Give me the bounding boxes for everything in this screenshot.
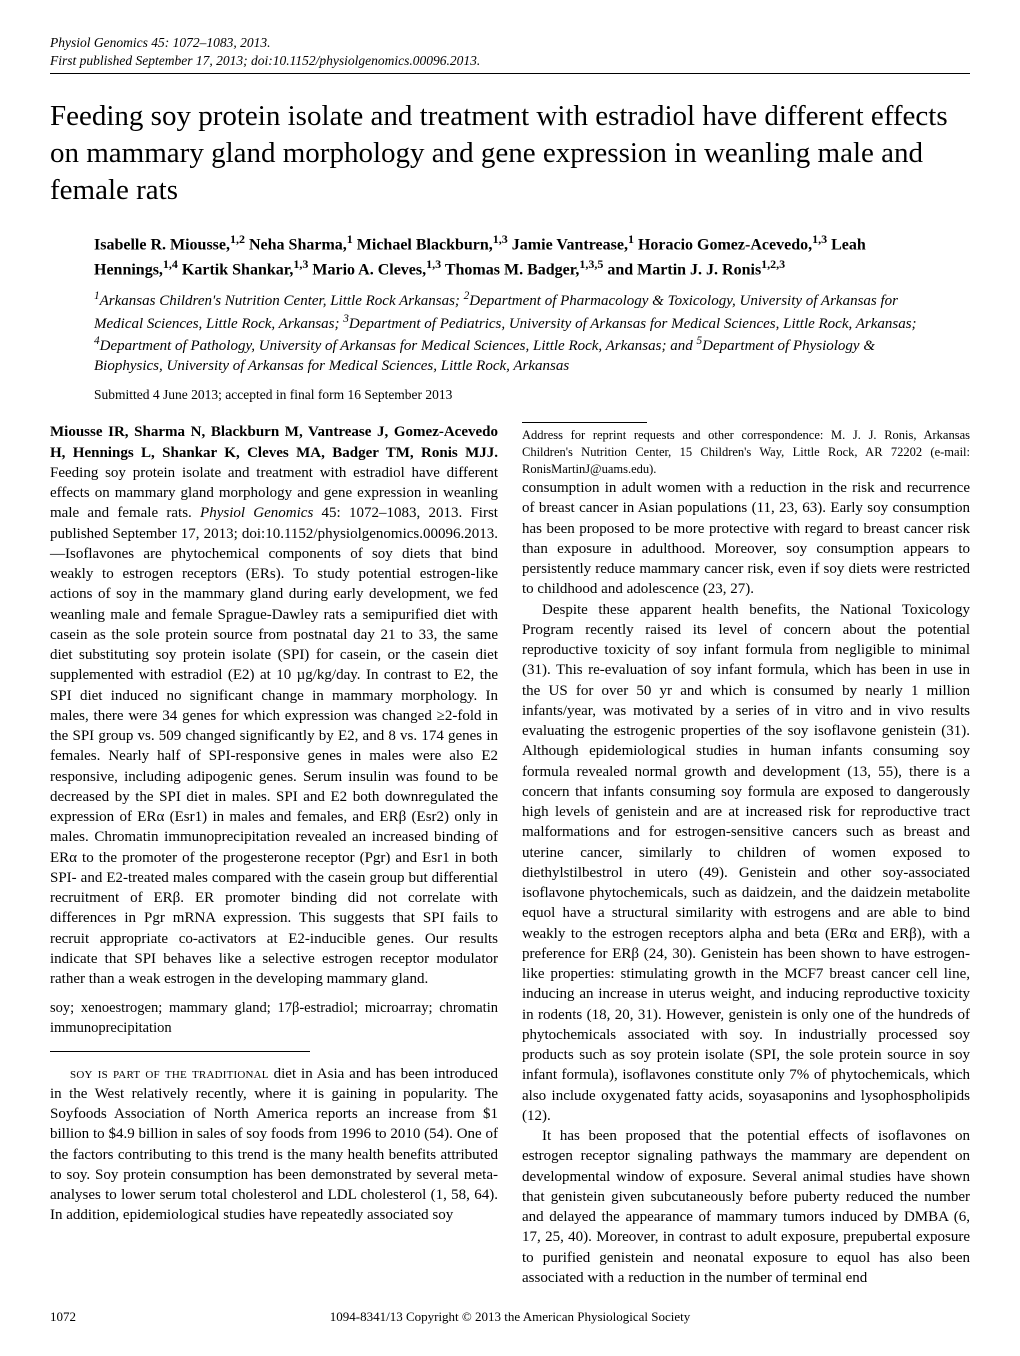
journal-citation: Physiol Genomics 45: 1072–1083, 2013.	[50, 34, 970, 52]
footnote-text: Address for reprint requests and other c…	[522, 427, 970, 478]
intro-paragraph-1: soy is part of the traditional diet in A…	[50, 1064, 498, 1226]
abstract-journal: Physiol Genomics	[200, 505, 313, 521]
article-title: Feeding soy protein isolate and treatmen…	[50, 98, 970, 209]
copyright-line: 1094-8341/13 Copyright © 2013 the Americ…	[330, 1308, 690, 1326]
abstract-author-line: Miousse IR, Sharma N, Blackburn M, Vantr…	[50, 424, 498, 460]
header-rule	[50, 73, 970, 74]
journal-pub-info: First published September 17, 2013; doi:…	[50, 52, 970, 70]
abstract-body: Isoflavones are phytochemical components…	[50, 546, 498, 987]
right-paragraph-2: Despite these apparent health benefits, …	[522, 600, 970, 1127]
intro-p1-rest: diet in Asia and has been introduced in …	[50, 1066, 498, 1224]
submission-dates: Submitted 4 June 2013; accepted in final…	[94, 386, 926, 404]
two-column-body: Miousse IR, Sharma N, Blackburn M, Vantr…	[50, 422, 970, 1288]
page-footer: 1072 1094-8341/13 Copyright © 2013 the A…	[50, 1308, 970, 1326]
keywords: soy; xenoestrogen; mammary gland; 17β-es…	[50, 999, 498, 1038]
journal-header: Physiol Genomics 45: 1072–1083, 2013. Fi…	[50, 34, 970, 69]
affiliations: 1Arkansas Children's Nutrition Center, L…	[94, 289, 926, 376]
abstract: Miousse IR, Sharma N, Blackburn M, Vantr…	[50, 422, 498, 989]
intro-right-column: consumption in adult women with a reduct…	[522, 478, 970, 1288]
intro-smallcaps-lead: soy is part of the traditional	[70, 1066, 269, 1082]
page-number: 1072	[50, 1308, 76, 1326]
intro-left-column: soy is part of the traditional diet in A…	[50, 1064, 498, 1226]
abstract-rule	[50, 1051, 310, 1052]
author-list: Isabelle R. Miousse,1,2 Neha Sharma,1 Mi…	[94, 231, 926, 281]
right-paragraph-3: It has been proposed that the potential …	[522, 1126, 970, 1288]
correspondence-footnote: Address for reprint requests and other c…	[522, 422, 970, 478]
right-paragraph-1: consumption in adult women with a reduct…	[522, 478, 970, 600]
footnote-rule	[522, 422, 647, 423]
